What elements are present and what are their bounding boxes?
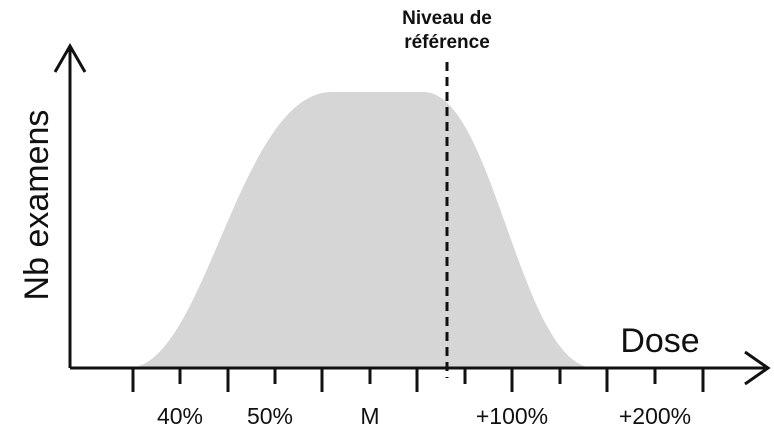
- distribution-curve: [128, 92, 595, 368]
- y-arrow: [53, 42, 87, 73]
- y-axis-label: Nb examens: [18, 110, 56, 301]
- x-arrow: [744, 350, 771, 386]
- tick-label: 40%: [157, 403, 203, 429]
- annotation: Niveau de: [402, 8, 492, 29]
- annotation: référence: [404, 32, 490, 53]
- tick-label: 50%: [247, 403, 293, 429]
- tick-label: +100%: [476, 403, 548, 429]
- tick-label: +200%: [619, 403, 691, 429]
- x-axis-label: Dose: [620, 322, 699, 360]
- tick-label: M: [360, 403, 379, 429]
- x-ticks: [131, 368, 705, 392]
